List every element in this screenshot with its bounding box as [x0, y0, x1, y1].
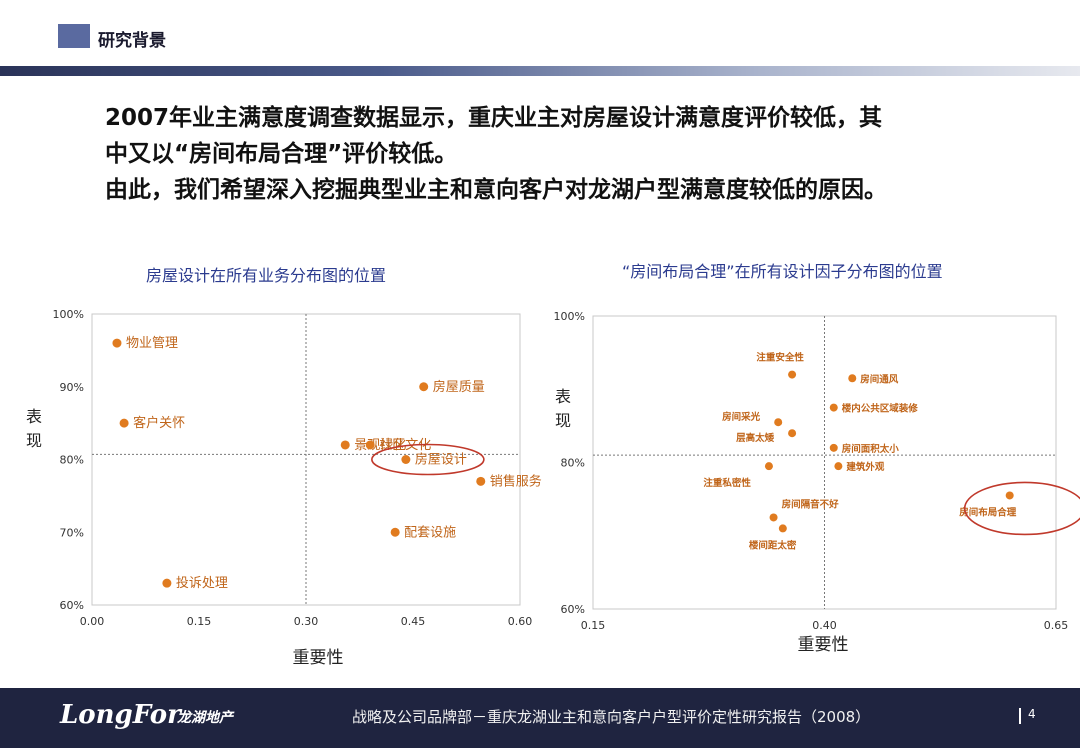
chart-2-point-label: 房间隔音不好 — [782, 498, 840, 510]
chart-2-data-point — [764, 462, 773, 471]
chart-1-x-axis-label: 重要性 — [293, 648, 344, 668]
chart-1-data-point — [119, 418, 129, 428]
chart-2-point-label: 注重安全性 — [756, 352, 804, 364]
chart-2-y-tick-label: 100% — [554, 310, 585, 323]
chart-2-point-label: 房间布局合理 — [959, 506, 1017, 518]
chart-2-data-point — [834, 462, 843, 471]
chart-2-x-tick-label: 0.15 — [581, 619, 606, 632]
statement-line-2: 中又以“房间布局合理”评价较低。 — [105, 141, 458, 167]
statement-line-3: 由此，我们希望深入挖掘典型业主和意向客户对龙湖户型满意度较低的原因。 — [105, 177, 887, 203]
chart-1-x-tick-label: 0.45 — [401, 615, 426, 628]
header-badge — [58, 24, 90, 48]
page-separator — [1019, 708, 1021, 724]
chart-2-point-label: 建筑外观 — [845, 461, 885, 473]
chart-2-data-point — [1005, 491, 1014, 500]
chart-2-point-label: 房间采光 — [722, 411, 761, 423]
chart-1-y-tick-label: 90% — [60, 381, 84, 394]
footer-caption: 战略及公司品牌部－重庆龙湖业主和意向客户户型评价定性研究报告（2008） — [352, 708, 871, 726]
chart-2-data-point — [788, 370, 797, 379]
chart-1-data-point — [419, 382, 429, 392]
chart-1-y-tick-label: 60% — [60, 599, 84, 612]
chart-1-y-tick-label: 100% — [53, 308, 84, 321]
chart-1-highlight-ellipse — [371, 443, 485, 476]
footer-bar — [0, 688, 1080, 748]
chart-2-title: “房间布局合理”在所有设计因子分布图的位置 — [622, 262, 943, 281]
chart-1-data-point — [162, 578, 172, 588]
chart-1-point-label: 房屋设计 — [415, 452, 467, 468]
chart-1-data-point — [365, 440, 375, 450]
chart-2-x-axis-label: 重要性 — [798, 635, 849, 655]
chart-2-highlight-ellipse — [963, 481, 1080, 536]
chart-1-data-point — [112, 338, 122, 348]
chart-2-data-point — [829, 443, 838, 452]
chart-2-point-label: 房间面积太小 — [842, 443, 900, 455]
chart-1-y-tick-label: 70% — [60, 526, 84, 539]
chart-1-point-label: 房屋质量 — [433, 379, 485, 395]
chart-2-data-point — [829, 403, 838, 412]
chart-2-data-point — [769, 513, 778, 522]
charts-canvas: 0.00 0.15 0.30 0.45 0.60 60% 70% 80% 90% 100% 重要性 表… — [26, 308, 1080, 668]
chart-2-y-tick-label: 60% — [561, 603, 585, 616]
chart-2-data-point — [774, 418, 783, 427]
statement-line-1: 2007年业主满意度调查数据显示，重庆业主对房屋设计满意度评价较低，其 — [105, 105, 883, 131]
chart-1-y-tick-label: 80% — [60, 454, 84, 467]
chart-2-point-label: 楼间距太密 — [749, 539, 797, 551]
summary-statement: 2007年业主满意度调查数据显示，重庆业主对房屋设计满意度评价较低，其 中又以“… — [105, 100, 1055, 208]
chart-1-title: 房屋设计在所有业务分布图的位置 — [146, 266, 387, 285]
chart-2-y-axis-label-char: 现 — [555, 411, 571, 430]
chart-2-x-tick-label: 0.40 — [812, 619, 837, 632]
chart-1-x-tick-label: 0.60 — [508, 615, 533, 628]
chart-1-y-axis-label-char: 表 — [26, 407, 42, 426]
chart-1-data-point — [401, 455, 411, 464]
chart-2-data-point — [848, 374, 857, 383]
chart-1-data-point — [340, 440, 350, 450]
chart-2-point-label: 房间通风 — [860, 373, 899, 385]
chart-2-x-tick-label: 0.65 — [1044, 619, 1069, 632]
chart-1-data-point — [476, 476, 486, 486]
chart-2-data-point — [788, 429, 797, 438]
chart-1-x-tick-label: 0.30 — [294, 615, 319, 628]
chart-1-x-tick-label: 0.15 — [187, 615, 212, 628]
chart-1-point-label: 物业管理 — [126, 336, 178, 351]
chart-1-x-tick-label: 0.00 — [80, 615, 105, 628]
longfor-logo: LongFor — [60, 700, 181, 730]
chart-2-y-tick-label: 80% — [561, 457, 585, 470]
chart-1-y-axis-label-char: 现 — [26, 431, 42, 450]
chart-1-point-label: 销售服务 — [490, 473, 542, 489]
chart-2-point-label: 楼内公共区域装修 — [842, 403, 919, 415]
chart-1-point-label: 配套设施 — [404, 524, 456, 540]
chart-2-point-label: 层高太矮 — [736, 432, 775, 444]
chart-2-data-point — [778, 524, 787, 533]
page-number: 4 — [1028, 707, 1036, 721]
chart-1-data-point — [390, 527, 400, 537]
chart-1-point-label: 客户关怀 — [133, 415, 185, 431]
chart-1-point-label: 投诉处理 — [176, 575, 228, 591]
header-gradient-bar — [0, 66, 1080, 76]
longfor-logo-cn: 龙湖地产 — [177, 710, 233, 726]
chart-2-y-axis-label-char: 表 — [555, 387, 571, 406]
chart-2-point-label: 注重私密性 — [703, 477, 751, 489]
section-title: 研究背景 — [98, 31, 166, 51]
